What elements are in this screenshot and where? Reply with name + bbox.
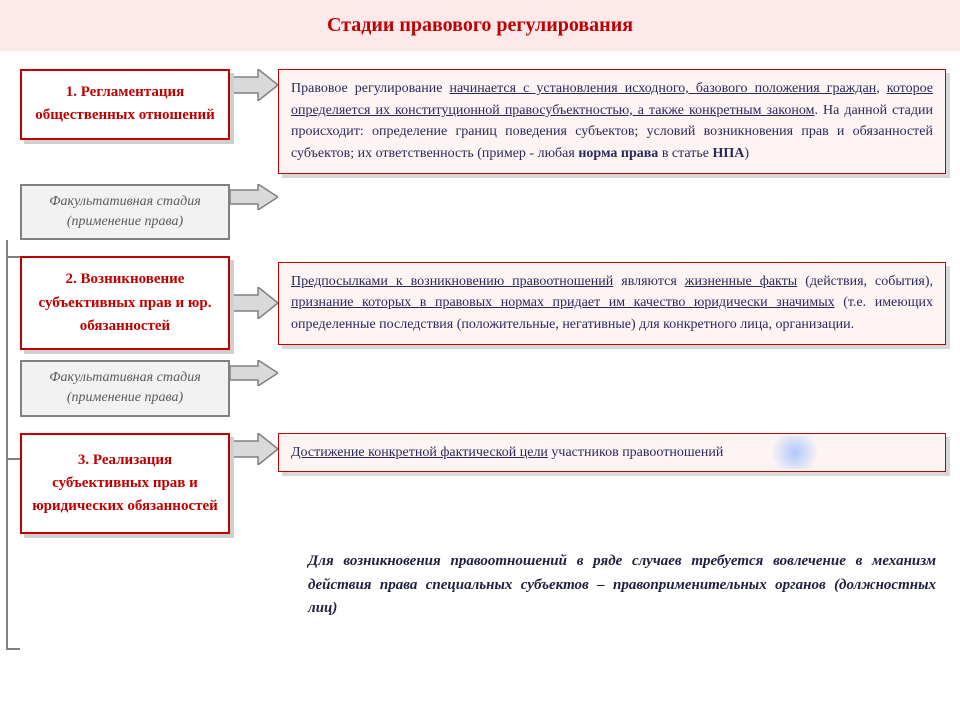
stage-desc-1: Правовое регулирование начинается с уста… — [278, 69, 946, 174]
stage-desc-2: Предпосылками к возникновению правоотнош… — [278, 262, 946, 345]
arrow-icon — [230, 360, 278, 386]
optional-box: Факультативная стадия (применение права) — [20, 184, 230, 241]
arrow-icon — [230, 184, 278, 210]
stage-row-2: 2. Возникновение субъективных прав и юр.… — [0, 256, 960, 350]
arrow-icon — [230, 433, 278, 465]
optional-row-1: Факультативная стадия (применение права) — [0, 184, 960, 241]
stage-desc-3-text: Достижение конкретной фактической цели у… — [291, 445, 723, 460]
footnote: Для возникновения правоотношений в ряде … — [298, 544, 946, 626]
stage-row-3: 3. Реализация субъективных прав и юридич… — [0, 433, 960, 535]
stage-box-2: 2. Возникновение субъективных прав и юр.… — [20, 256, 230, 350]
stage-box-1: 1. Регламентация общественных отношений — [20, 69, 230, 140]
stage-box-3: 3. Реализация субъективных прав и юридич… — [20, 433, 230, 535]
page-title: Стадии правового регулирования — [0, 0, 960, 51]
optional-row-2: Факультативная стадия (применение права) — [0, 360, 960, 417]
blur-accent — [765, 436, 825, 470]
stage-desc-3: Достижение конкретной фактической цели у… — [278, 433, 946, 473]
arrow-icon — [230, 69, 278, 101]
optional-box: Факультативная стадия (применение права) — [20, 360, 230, 417]
stage-row-1: 1. Регламентация общественных отношений … — [0, 69, 960, 174]
arrow-icon — [230, 287, 278, 319]
connector-tick — [6, 648, 20, 650]
